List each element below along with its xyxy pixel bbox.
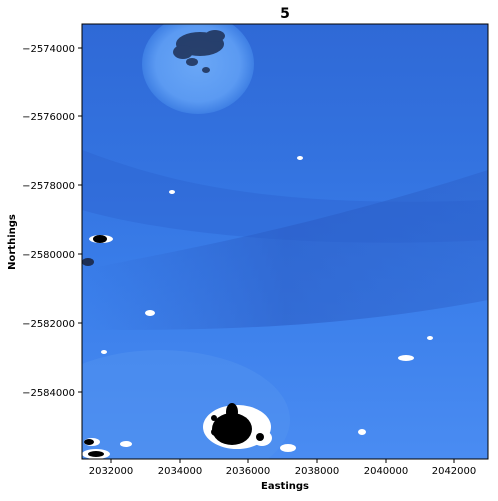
x-axis: 2032000 2034000 2036000 2038000 2040000 … bbox=[89, 459, 477, 477]
y-tick-label: −2578000 bbox=[22, 181, 75, 192]
x-tick-label: 2038000 bbox=[295, 466, 340, 477]
x-tick-label: 2042000 bbox=[432, 466, 477, 477]
dark-water-band-upper bbox=[82, 150, 488, 243]
y-axis-label: Northings bbox=[7, 214, 18, 270]
y-tick-label: −2580000 bbox=[22, 250, 75, 261]
y-tick-label: −2582000 bbox=[22, 319, 75, 330]
cloud-cluster-left bbox=[82, 235, 110, 459]
dark-vegetation-patch bbox=[173, 30, 225, 73]
y-tick-label: −2574000 bbox=[22, 44, 75, 55]
y-tick-label: −2584000 bbox=[22, 388, 75, 399]
y-tick-label: −2576000 bbox=[22, 112, 75, 123]
x-axis-label: Eastings bbox=[261, 481, 309, 492]
map-title: 5 bbox=[280, 6, 290, 22]
y-axis: −2574000 −2576000 −2578000 −2580000 −258… bbox=[22, 44, 82, 399]
cloud-cluster-bottom bbox=[203, 403, 272, 449]
x-tick-label: 2036000 bbox=[226, 466, 271, 477]
x-tick-label: 2034000 bbox=[158, 466, 203, 477]
plot-frame bbox=[81, 23, 489, 460]
x-tick-label: 2032000 bbox=[89, 466, 134, 477]
satellite-image bbox=[82, 24, 488, 459]
x-tick-label: 2040000 bbox=[364, 466, 409, 477]
circular-lake bbox=[142, 24, 254, 114]
dark-water-band bbox=[82, 170, 488, 330]
